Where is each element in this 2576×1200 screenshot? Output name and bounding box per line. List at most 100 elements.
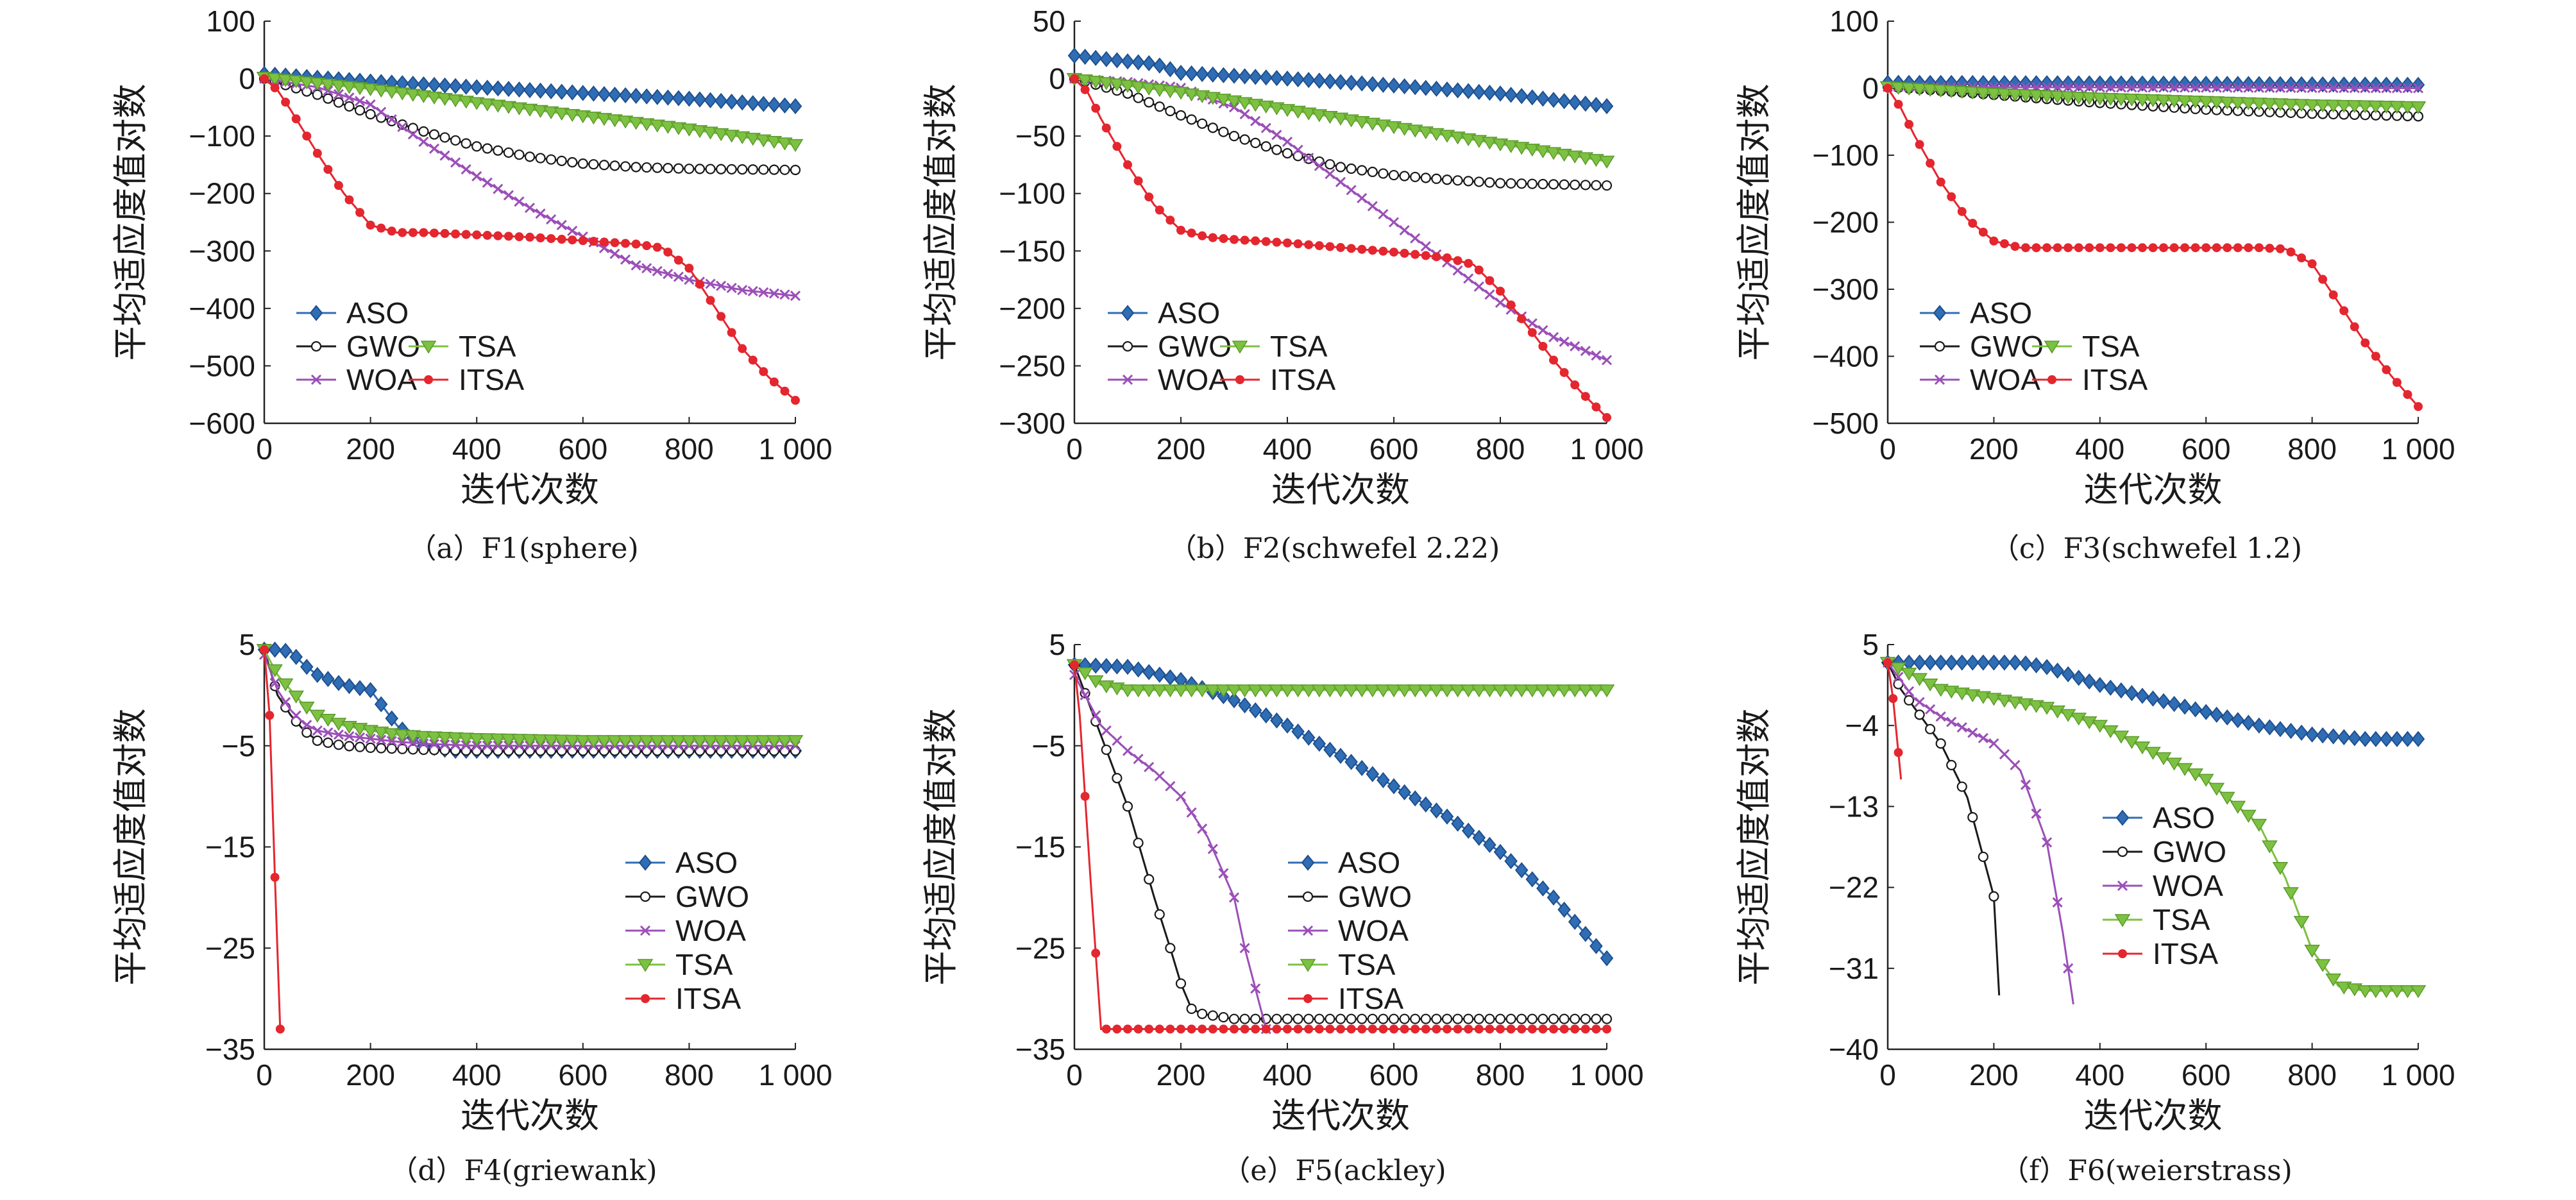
series-gwo — [1882, 657, 2001, 995]
series-itsa — [260, 645, 285, 1034]
data-point — [1219, 1024, 1228, 1034]
data-point — [1925, 723, 1936, 734]
data-point — [586, 112, 602, 125]
data-point — [1418, 126, 1434, 140]
data-point — [334, 181, 343, 190]
data-point — [387, 226, 396, 236]
legend-entry-gwo: GWO — [296, 330, 420, 363]
data-point — [734, 131, 750, 144]
data-point — [2052, 82, 2063, 93]
data-point — [1377, 76, 1390, 93]
data-point — [1894, 99, 1903, 109]
data-point — [1557, 93, 1571, 110]
data-point — [2243, 82, 2254, 93]
data-point — [1304, 240, 1314, 249]
y-tick-label: 100 — [206, 4, 255, 38]
data-point — [1525, 871, 1539, 888]
data-point — [376, 734, 387, 745]
data-point — [2106, 243, 2115, 253]
data-point — [1131, 54, 1145, 71]
data-point — [1903, 695, 1915, 706]
data-point — [1503, 684, 1519, 698]
data-point — [2187, 96, 2203, 109]
data-point — [1216, 94, 1232, 107]
x-tick-label: 600 — [1369, 432, 1419, 466]
y-tick-label: −250 — [999, 349, 1065, 382]
data-point — [1131, 661, 1145, 678]
data-point — [1472, 829, 1486, 846]
data-point — [1162, 684, 1178, 698]
data-point — [2180, 243, 2190, 253]
y-tick-label: −5 — [1032, 729, 1065, 763]
series-line — [263, 649, 282, 1029]
legend-entry-gwo: GWO — [1920, 330, 2044, 363]
data-point — [450, 135, 461, 146]
data-point — [1559, 1013, 1570, 1024]
data-point — [734, 735, 750, 748]
data-point — [2378, 101, 2394, 114]
data-point — [1271, 1013, 1282, 1024]
data-point — [1485, 276, 1495, 285]
data-point — [1473, 1013, 1484, 1024]
data-point — [2253, 82, 2264, 93]
data-point — [1133, 176, 1143, 186]
data-point — [2010, 759, 2021, 770]
data-point — [555, 83, 568, 100]
data-point — [2335, 99, 2352, 114]
data-point — [1934, 341, 1945, 352]
data-point — [268, 641, 282, 658]
data-point — [2273, 721, 2287, 738]
data-point — [1364, 117, 1381, 131]
data-point — [500, 733, 517, 747]
legend-label: GWO — [675, 880, 749, 913]
data-point — [1183, 89, 1199, 102]
data-point — [1080, 689, 1090, 700]
data-point — [1239, 109, 1250, 120]
data-point — [1398, 784, 1411, 800]
data-point — [631, 239, 641, 249]
data-point — [1346, 163, 1357, 174]
data-point — [298, 702, 315, 715]
data-point — [557, 235, 566, 244]
data-point — [628, 117, 644, 130]
data-point — [777, 735, 793, 748]
data-point — [1964, 689, 1981, 702]
data-point — [1270, 712, 1284, 729]
data-point — [309, 77, 326, 91]
data-point — [2272, 862, 2289, 875]
data-point — [702, 735, 718, 748]
data-point — [1187, 228, 1196, 238]
data-point — [1112, 735, 1123, 746]
data-point — [578, 236, 588, 246]
data-point — [1283, 1024, 1292, 1034]
data-point — [377, 223, 386, 233]
data-point — [394, 729, 411, 743]
data-point — [398, 228, 407, 237]
data-point — [575, 110, 591, 124]
data-point — [670, 735, 687, 748]
data-point — [1463, 273, 1474, 284]
data-point — [333, 89, 344, 99]
data-point — [1250, 1013, 1261, 1024]
data-point — [641, 994, 650, 1003]
y-axis-label: 平均适应度值对数 — [110, 84, 151, 361]
data-point — [2254, 243, 2264, 253]
x-tick-label: 600 — [2182, 432, 2231, 466]
data-point — [1312, 72, 1326, 89]
data-point — [1247, 684, 1264, 698]
data-point — [621, 239, 631, 248]
data-point — [672, 90, 686, 106]
data-point — [567, 156, 578, 168]
x-tick-label: 0 — [256, 1058, 273, 1092]
data-point — [1461, 822, 1475, 839]
data-point — [726, 164, 737, 175]
data-point — [461, 164, 471, 175]
data-point — [458, 96, 474, 109]
data-point — [684, 275, 695, 285]
data-point — [1492, 138, 1509, 152]
data-point — [1398, 78, 1411, 95]
data-point — [1311, 109, 1328, 123]
data-point — [755, 134, 772, 148]
data-point — [2241, 809, 2257, 823]
data-point — [1570, 1013, 1580, 1024]
